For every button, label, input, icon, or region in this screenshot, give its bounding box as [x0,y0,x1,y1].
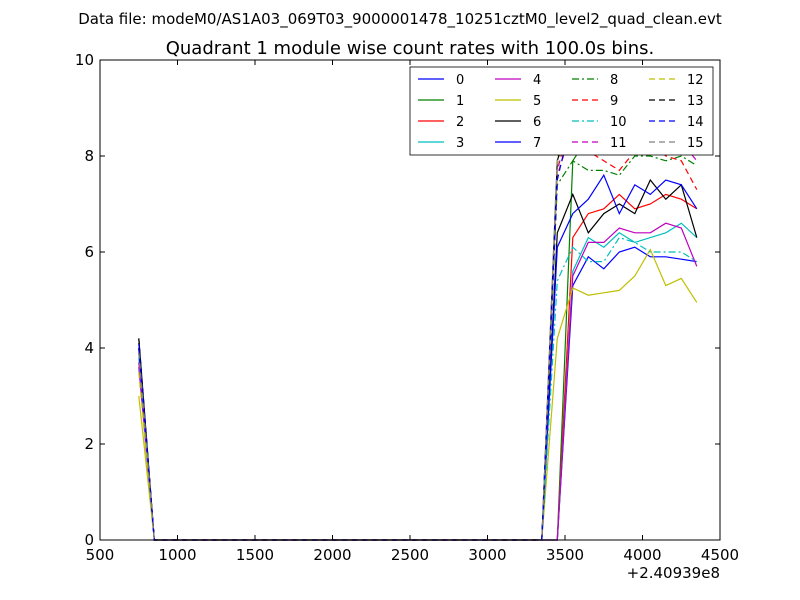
x-tick-label: 3500 [546,546,584,564]
x-tick-label: 1000 [158,546,196,564]
x-tick-label: 3000 [468,546,506,564]
series-line-9 [138,125,698,541]
series-line-1 [138,112,698,541]
series-line-3 [138,222,698,541]
series-line-11 [138,111,698,541]
chart-title: Quadrant 1 module wise count rates with … [166,38,655,59]
y-tick-label: 4 [84,339,94,357]
legend-label: 0 [456,73,464,88]
legend-label: 2 [456,115,464,130]
y-tick-label: 6 [84,243,94,261]
chart-suptitle: Data file: modeM0/AS1A03_069T03_90000014… [78,10,722,29]
legend-label: 3 [456,136,464,151]
x-tick-label: 500 [86,546,115,564]
legend-label: 6 [533,115,541,130]
legend-label: 13 [687,94,704,109]
legend-label: 12 [687,73,704,88]
y-tick-label: 2 [84,435,94,453]
series-line-10 [138,236,698,541]
y-tick-label: 8 [84,147,94,165]
x-tick-label: 4000 [623,546,661,564]
legend-label: 11 [610,136,627,151]
legend-label: 15 [687,136,704,151]
legend-label: 9 [610,94,618,109]
legend-label: 5 [533,94,541,109]
x-tick-label: 1500 [236,546,274,564]
series-line-12 [138,97,698,541]
x-tick-label: 2000 [313,546,351,564]
series-line-4 [138,222,698,541]
series-line-14 [138,111,698,541]
series-line-5 [138,248,698,541]
series-line-8 [138,155,698,541]
series-line-7 [138,173,698,541]
legend-label: 1 [456,94,464,109]
x-tick-label: 4500 [701,546,739,564]
x-offset-label: +2.40939e8 [627,564,720,582]
legend-label: 8 [610,73,618,88]
legend-label: 10 [610,115,627,130]
x-tick-label: 2500 [391,546,429,564]
legend-label: 4 [533,73,541,88]
series-line-13 [138,88,698,541]
legend-label: 7 [533,136,541,151]
legend-label: 14 [687,115,704,130]
y-tick-label: 0 [84,531,94,549]
x-axis: 500 1000 1500 2000 2500 3000 3500 4000 4500 [86,60,739,564]
legend-box [409,66,714,156]
y-tick-label: 10 [75,51,94,69]
